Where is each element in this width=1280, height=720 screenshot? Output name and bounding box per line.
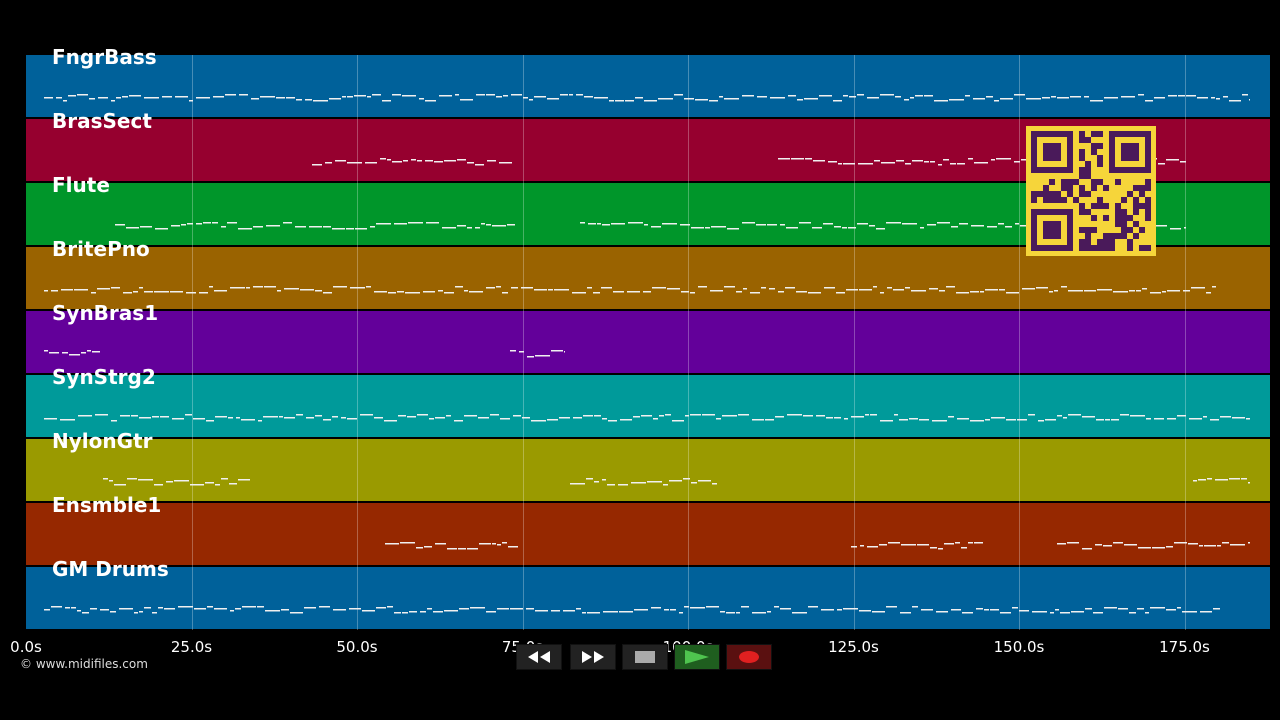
play-icon bbox=[685, 650, 709, 664]
stop-icon bbox=[635, 651, 655, 663]
track-name: BritePno bbox=[52, 237, 150, 261]
tick-label: 150.0s bbox=[993, 638, 1045, 656]
track-name: SynStrg2 bbox=[52, 365, 156, 389]
transport-controls bbox=[512, 642, 772, 670]
track-name: GM Drums bbox=[52, 557, 169, 581]
grid-line bbox=[1184, 55, 1186, 630]
rewind-button[interactable] bbox=[516, 644, 562, 670]
grid-line bbox=[853, 55, 855, 630]
track-name: Flute bbox=[52, 173, 110, 197]
record-button[interactable] bbox=[726, 644, 772, 670]
track-lane[interactable]: FngrBass bbox=[26, 45, 1270, 117]
track-lane[interactable]: BritePno bbox=[26, 237, 1270, 309]
fast-forward-icon bbox=[582, 651, 604, 663]
play-button[interactable] bbox=[674, 644, 720, 670]
fast-forward-button[interactable] bbox=[570, 644, 616, 670]
track-lane[interactable]: SynStrg2 bbox=[26, 365, 1270, 437]
tick-label: 0.0s bbox=[10, 638, 42, 656]
stop-button[interactable] bbox=[622, 644, 668, 670]
qr-code-icon[interactable] bbox=[1026, 126, 1156, 256]
grid-line bbox=[357, 55, 358, 630]
track-name: NylonGtr bbox=[52, 429, 153, 453]
track-name: SynBras1 bbox=[52, 301, 159, 325]
copyright-text: © www.midifiles.com bbox=[20, 657, 148, 671]
tick-label: 175.0s bbox=[1159, 638, 1210, 656]
track-name: Ensmble1 bbox=[52, 493, 162, 517]
track-name: FngrBass bbox=[52, 45, 157, 69]
grid-line bbox=[688, 55, 689, 630]
track-lane[interactable]: NylonGtr bbox=[26, 429, 1270, 501]
grid-line bbox=[522, 55, 524, 630]
grid-line bbox=[1019, 55, 1020, 630]
track-name: BrasSect bbox=[52, 109, 152, 133]
rewind-icon bbox=[528, 651, 550, 663]
tick-label: 25.0s bbox=[170, 638, 213, 656]
track-lane[interactable]: SynBras1 bbox=[26, 301, 1270, 373]
grid-line bbox=[191, 55, 193, 630]
tick-label: 50.0s bbox=[336, 638, 378, 656]
track-lane[interactable]: Ensmble1 bbox=[26, 493, 1270, 565]
tick-label: 125.0s bbox=[828, 638, 879, 656]
record-icon bbox=[739, 651, 759, 663]
track-lane[interactable]: GM Drums bbox=[26, 557, 1270, 629]
